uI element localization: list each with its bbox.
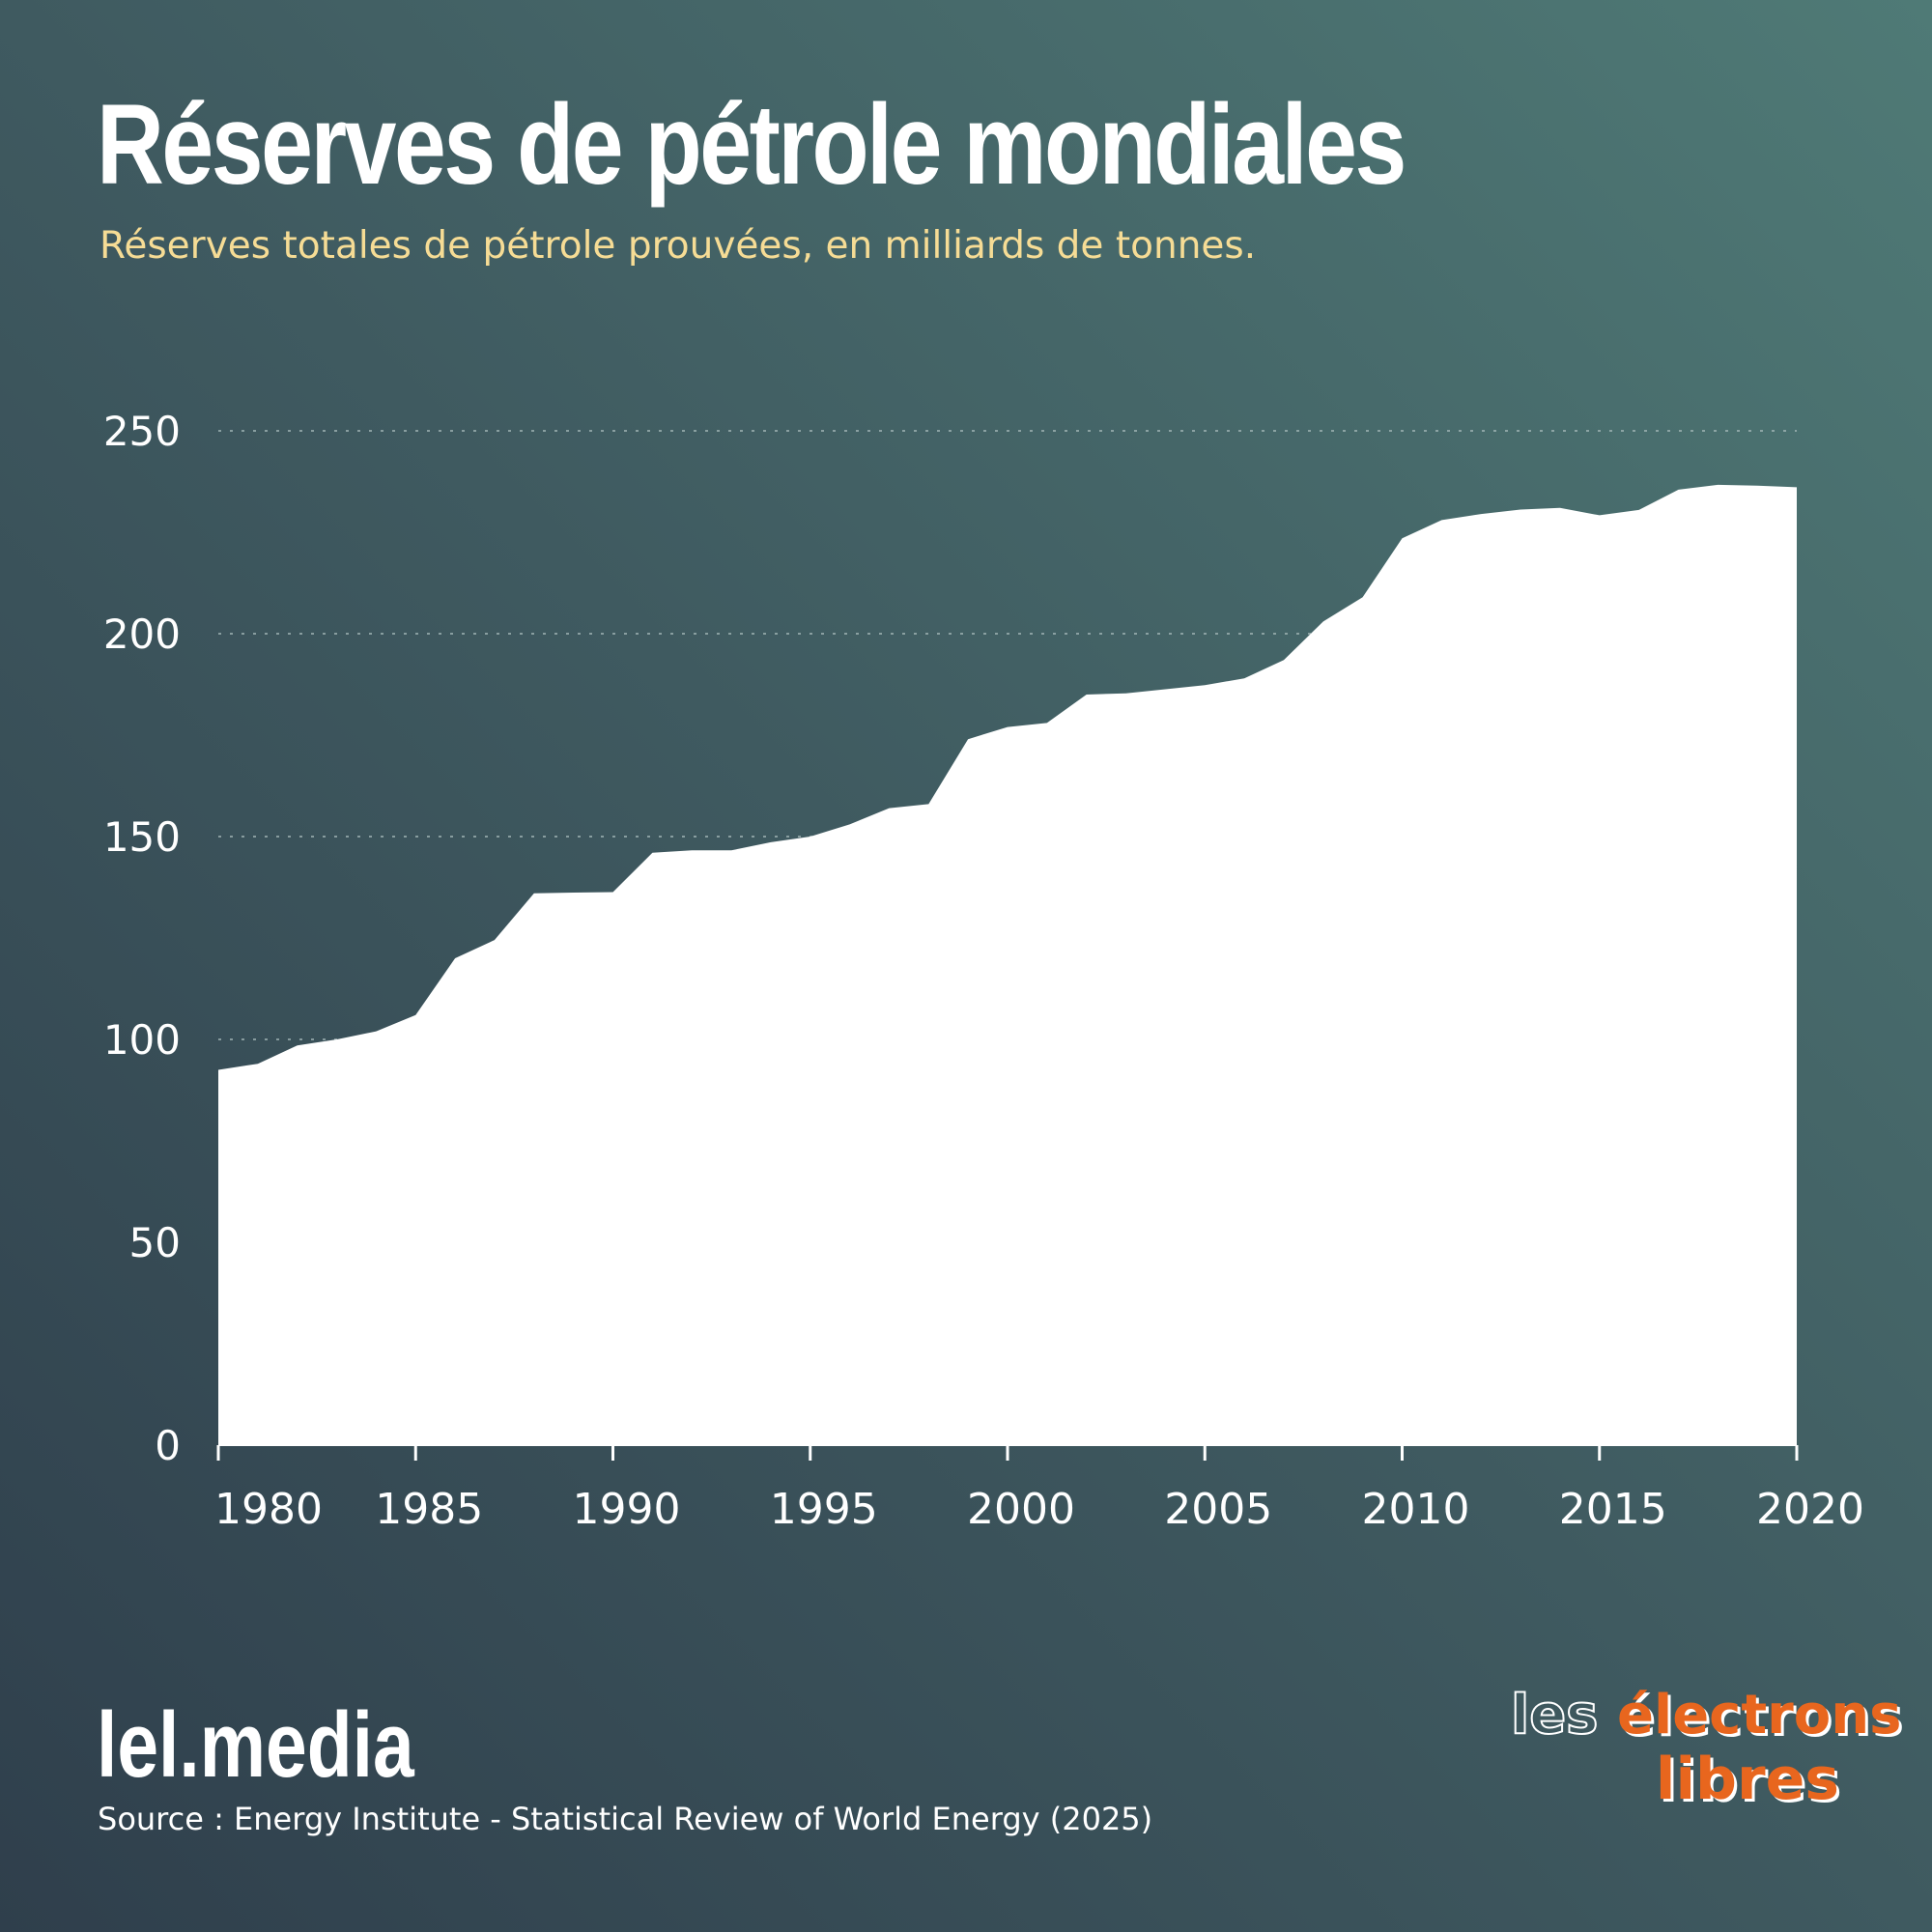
x-tick-label: 2010 bbox=[1362, 1485, 1470, 1534]
y-tick-label: 150 bbox=[103, 813, 181, 861]
y-tick-label: 50 bbox=[129, 1219, 181, 1266]
x-tick-label: 2015 bbox=[1559, 1485, 1667, 1534]
logo-libres: libres bbox=[1655, 1746, 1839, 1813]
y-tick-label: 250 bbox=[103, 408, 181, 455]
y-tick-label: 200 bbox=[103, 611, 181, 658]
brand-name: lel.media bbox=[97, 1693, 414, 1797]
x-tick-label: 2020 bbox=[1756, 1485, 1864, 1534]
x-tick-label: 2005 bbox=[1164, 1485, 1272, 1534]
x-tick-label: 1995 bbox=[770, 1485, 878, 1534]
logo-les: les bbox=[1510, 1684, 1600, 1747]
x-tick-label: 1985 bbox=[375, 1485, 483, 1534]
x-axis: 1980 1985 1990 1995 2000 2005 2010 2015 2020 bbox=[214, 1444, 1864, 1534]
logo-line-1: les électrons bbox=[1510, 1688, 1901, 1744]
logo-electrons: électrons bbox=[1617, 1684, 1902, 1747]
source-note: Source : Energy Institute - Statistical … bbox=[98, 1801, 1153, 1837]
x-tick-label: 1990 bbox=[573, 1485, 681, 1534]
logo: les électrons libres bbox=[1510, 1688, 1901, 1809]
reserves-area bbox=[218, 484, 1797, 1445]
x-tick-label: 2000 bbox=[967, 1485, 1075, 1534]
chart-title: Réserves de pétrole mondiales bbox=[97, 81, 1406, 209]
logo-line-2: libres bbox=[1511, 1750, 1839, 1808]
y-axis: 0 50 100 150 200 250 bbox=[103, 408, 181, 1469]
y-tick-label: 100 bbox=[103, 1016, 181, 1064]
x-tick-label: 1980 bbox=[214, 1485, 323, 1534]
chart-subtitle: Réserves totales de pétrole prouvées, en… bbox=[99, 224, 1257, 268]
y-tick-label: 0 bbox=[155, 1422, 181, 1469]
